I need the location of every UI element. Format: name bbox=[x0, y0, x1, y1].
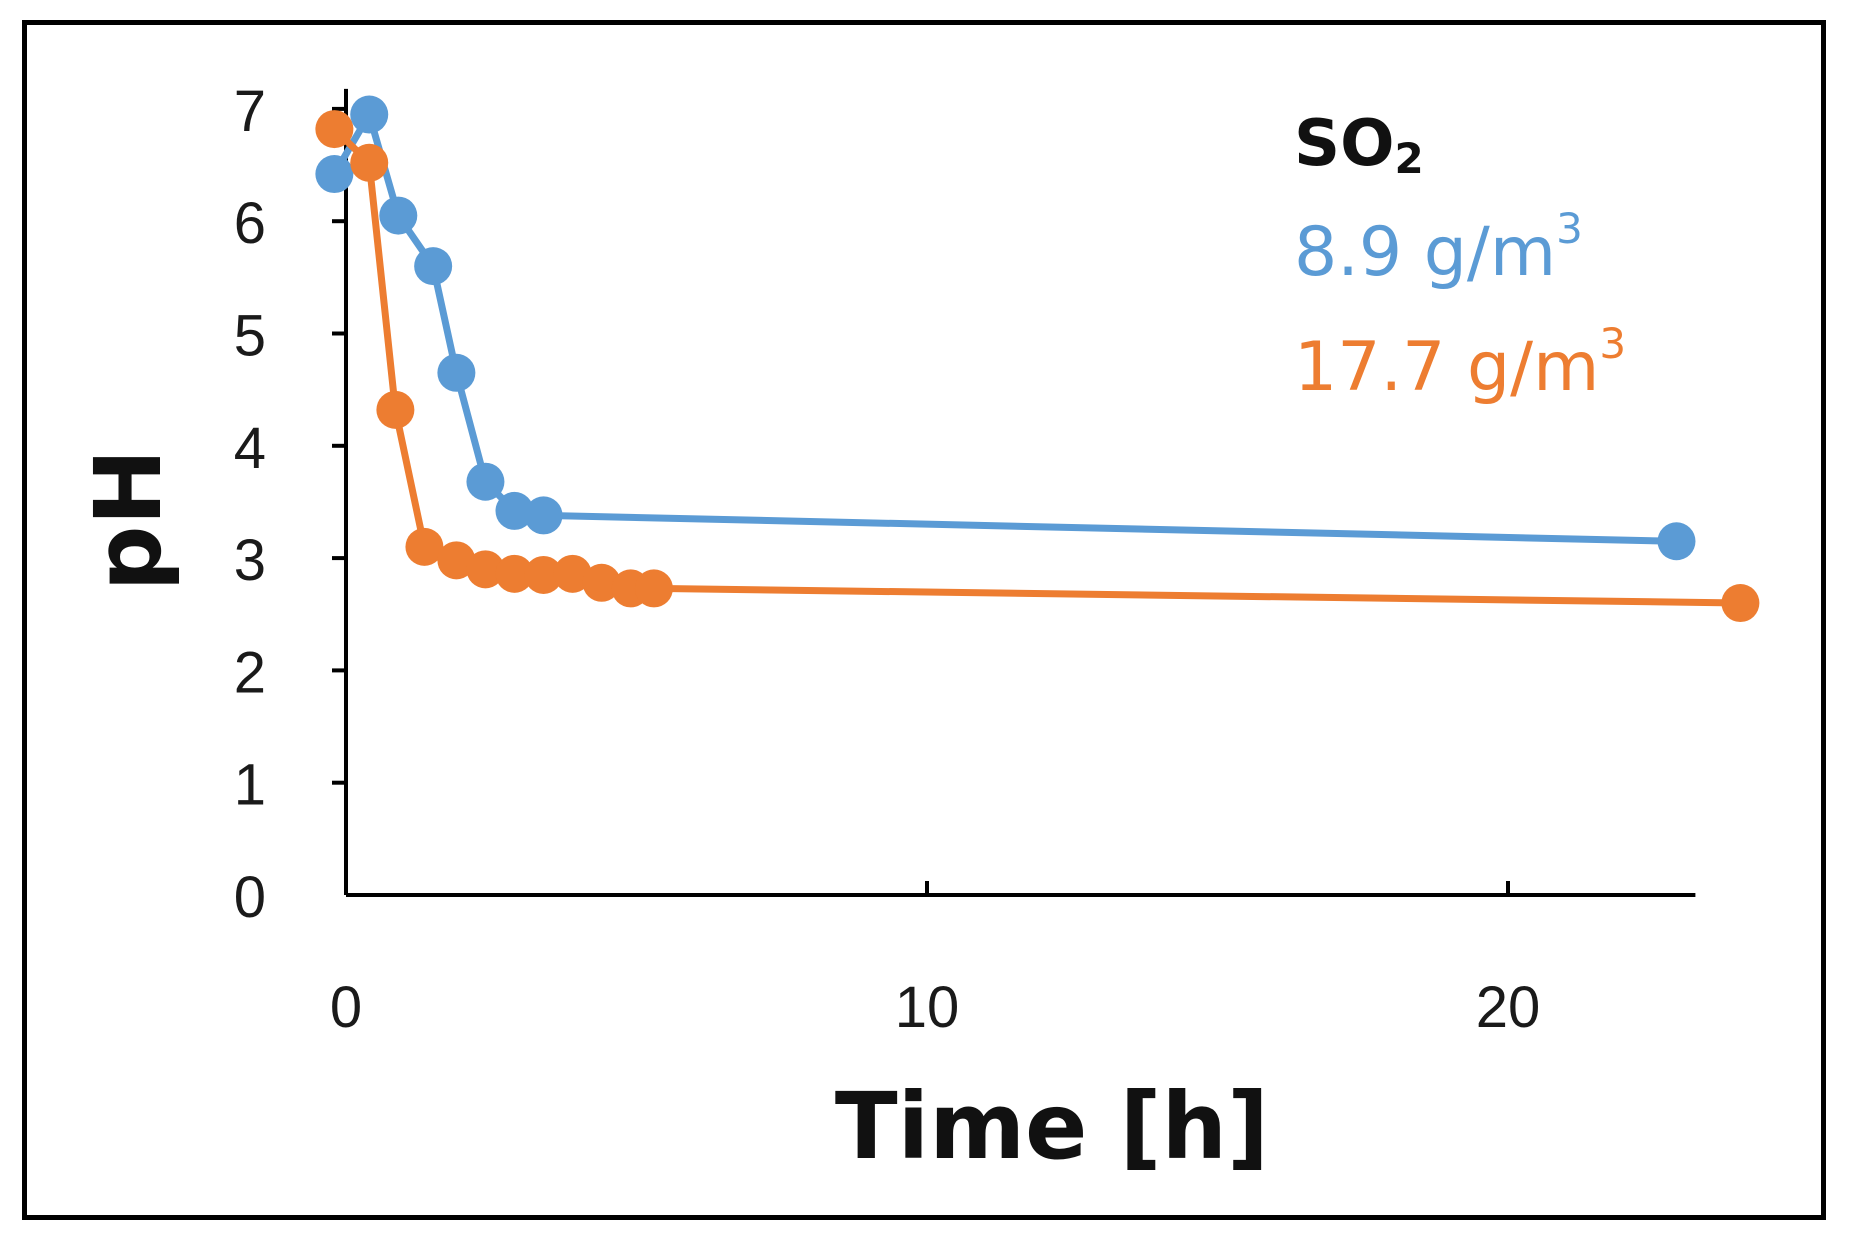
y-tick-label: 0 bbox=[234, 865, 266, 930]
y-tick-label: 4 bbox=[234, 416, 266, 481]
series-2-point bbox=[553, 554, 592, 593]
legend-title-main: SO bbox=[1294, 107, 1395, 181]
series-1 bbox=[315, 95, 1696, 561]
series-1-point bbox=[379, 196, 418, 235]
series-1-point bbox=[1657, 522, 1696, 561]
series-2-point bbox=[582, 563, 621, 602]
y-tick-label: 5 bbox=[234, 304, 266, 369]
legend-entry-series-2: 17.7 g/m3 bbox=[1294, 319, 1626, 407]
series-2-point bbox=[437, 541, 476, 580]
series-2-point bbox=[1721, 584, 1760, 623]
series-1-point bbox=[414, 247, 453, 286]
series-2-point bbox=[634, 569, 673, 608]
x-tick-label: 20 bbox=[1476, 975, 1541, 1040]
series-2-point bbox=[315, 110, 354, 149]
legend-entry-series-2-sup: 3 bbox=[1599, 319, 1626, 368]
x-tick-label: 10 bbox=[895, 975, 960, 1040]
axes: 0 1 2 3 4 5 6 7 0 10 20 bbox=[234, 79, 1696, 1040]
series-2-point bbox=[376, 390, 415, 429]
legend-title-subscript: 2 bbox=[1395, 134, 1424, 183]
x-tick-label: 0 bbox=[330, 975, 362, 1040]
legend: SO2 8.9 g/m3 17.7 g/m3 bbox=[1294, 107, 1626, 407]
legend-entry-series-1: 8.9 g/m3 bbox=[1294, 204, 1583, 292]
series-2-point bbox=[405, 527, 444, 566]
series-2-point bbox=[466, 550, 505, 589]
series-2-point bbox=[524, 555, 563, 594]
series-2 bbox=[315, 110, 1760, 623]
series-2-point bbox=[350, 143, 389, 182]
legend-entry-series-2-label: 17.7 g/m bbox=[1294, 328, 1599, 407]
legend-entry-series-1-label: 8.9 g/m bbox=[1294, 213, 1556, 292]
series-1-point bbox=[495, 491, 534, 530]
series-1-point bbox=[315, 155, 354, 194]
y-tick-label: 3 bbox=[234, 528, 266, 593]
y-tick-label: 7 bbox=[234, 79, 266, 144]
series-1-point bbox=[437, 353, 476, 392]
series-1-point bbox=[350, 95, 389, 134]
legend-entry-series-1-sup: 3 bbox=[1556, 204, 1583, 253]
y-axis-title: pH bbox=[75, 449, 182, 592]
series-layer bbox=[315, 95, 1760, 623]
series-2-point bbox=[495, 554, 534, 593]
y-tick-label: 6 bbox=[234, 191, 266, 256]
y-tick-label: 2 bbox=[234, 640, 266, 705]
series-1-point bbox=[466, 462, 505, 501]
y-tick-label: 1 bbox=[234, 753, 266, 818]
x-axis-title: Time [h] bbox=[835, 1073, 1269, 1180]
series-1-point bbox=[524, 496, 563, 535]
figure-frame: 0 1 2 3 4 5 6 7 0 10 20 Time [h] pH SO2 8.9 g/m3 1… bbox=[22, 20, 1826, 1220]
legend-title: SO2 bbox=[1294, 107, 1424, 183]
